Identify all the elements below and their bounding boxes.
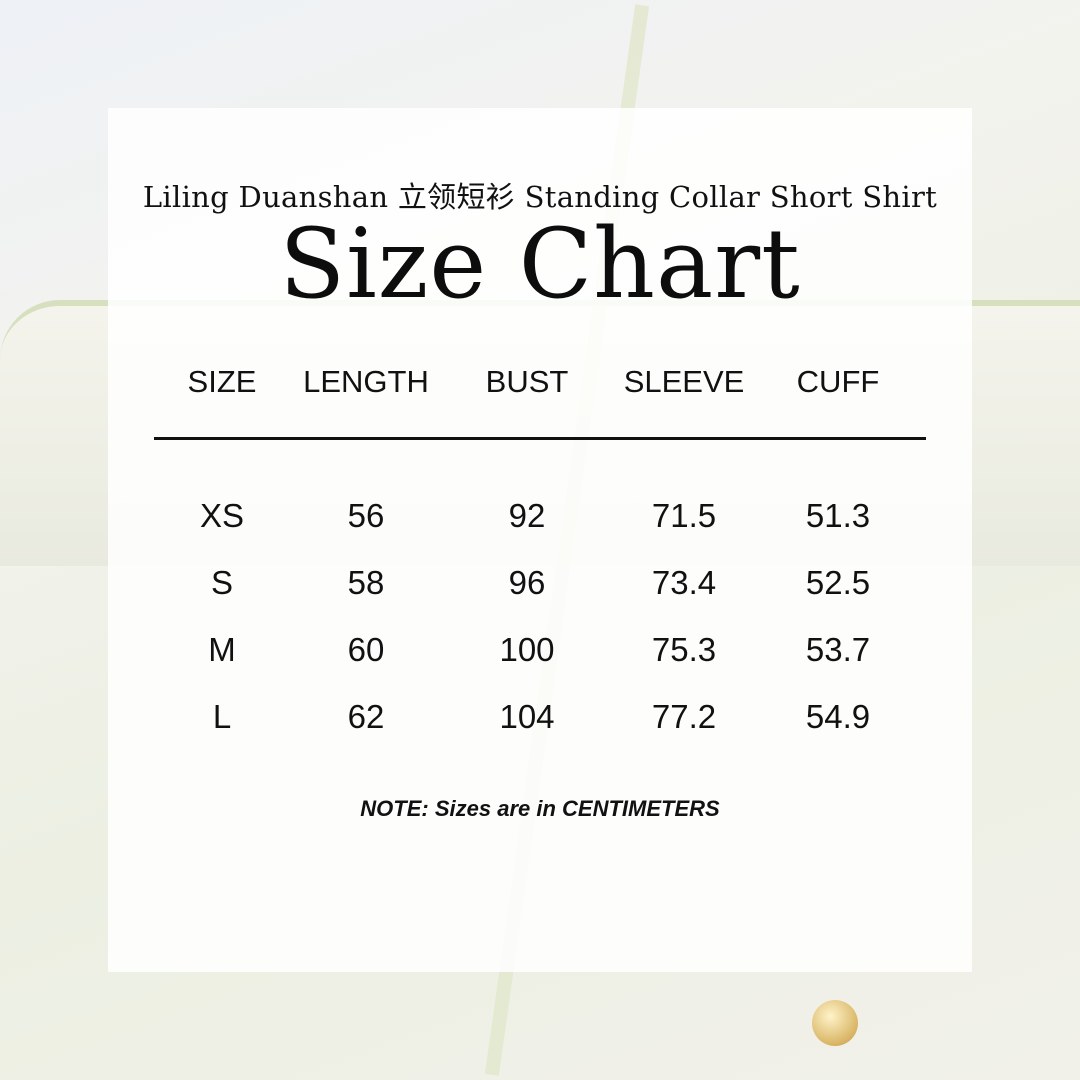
table-cell: 92 — [508, 497, 546, 534]
table-cell: 77.2 — [651, 698, 717, 735]
table-cell: 60 — [347, 631, 385, 668]
column-header: BUST — [485, 364, 569, 399]
table-cell: 53.7 — [805, 631, 871, 668]
table-cell: L — [212, 698, 232, 735]
column-header: SLEEVE — [623, 364, 745, 399]
table-cell: 100 — [499, 631, 555, 668]
table-cell: 75.3 — [651, 631, 717, 668]
table-row: XS 56 92 71.5 51.3 — [0, 496, 1080, 536]
table-row: L 62 104 77.2 54.9 — [0, 697, 1080, 737]
table-cell: 58 — [347, 564, 385, 601]
table-cell: 52.5 — [805, 564, 871, 601]
page-title: Size Chart — [279, 208, 801, 320]
column-header: SIZE — [187, 364, 257, 399]
table-cell: XS — [199, 497, 245, 534]
table-cell: S — [210, 564, 233, 601]
table-cell: 71.5 — [651, 497, 717, 534]
column-header: CUFF — [796, 364, 880, 399]
table-cell: 96 — [508, 564, 546, 601]
table-row: S 58 96 73.4 52.5 — [0, 563, 1080, 603]
table-cell: 56 — [347, 497, 385, 534]
table-cell: 104 — [499, 698, 555, 735]
table-cell: 54.9 — [805, 698, 871, 735]
units-note: NOTE: Sizes are in CENTIMETERS — [360, 796, 720, 821]
table-cell: 51.3 — [805, 497, 871, 534]
header-divider — [154, 437, 926, 440]
column-header: LENGTH — [303, 364, 429, 399]
size-chart-card — [108, 108, 972, 972]
table-cell: 62 — [347, 698, 385, 735]
product-subtitle: Liling Duanshan 立领短衫 Standing Collar Sho… — [142, 180, 938, 214]
background-shirt-button — [812, 1000, 858, 1046]
table-cell: M — [208, 631, 236, 668]
table-cell: 73.4 — [651, 564, 717, 601]
table-row: M 60 100 75.3 53.7 — [0, 630, 1080, 670]
table-header-row: SIZE LENGTH BUST SLEEVE CUFF — [0, 362, 1080, 402]
